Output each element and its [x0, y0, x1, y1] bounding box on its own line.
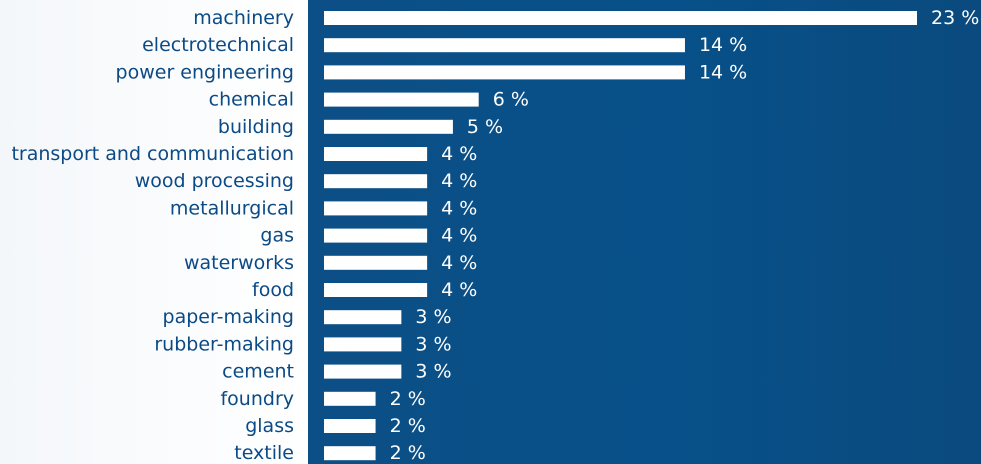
category-label: power engineering [116, 61, 294, 83]
category-label: building [218, 116, 294, 138]
bar [324, 147, 428, 161]
bar-value-label: 4 % [441, 143, 477, 165]
category-label: glass [245, 415, 294, 437]
bar [324, 228, 428, 243]
bar-value-label: 5 % [467, 116, 503, 138]
category-label: textile [234, 442, 294, 464]
bar [324, 391, 376, 406]
bar [324, 419, 376, 433]
category-label: electrotechnical [142, 34, 294, 56]
bar-value-label: 14 % [699, 61, 747, 83]
bar [324, 283, 428, 297]
category-label: waterworks [184, 252, 294, 274]
bar [324, 255, 428, 270]
bar-value-label: 4 % [441, 225, 477, 247]
category-label: foundry [220, 388, 294, 410]
bar-value-label: 23 % [931, 7, 979, 29]
bar-value-label: 3 % [415, 361, 451, 383]
bar-value-label: 4 % [441, 252, 477, 274]
bar [324, 310, 402, 325]
bar-value-label: 3 % [415, 306, 451, 328]
bar [324, 65, 685, 80]
category-label: rubber-making [154, 333, 294, 355]
category-label-panel [0, 0, 308, 464]
bar [324, 174, 428, 189]
bar [324, 11, 917, 25]
bar-value-label: 2 % [390, 415, 426, 437]
bar [324, 119, 453, 134]
category-label: wood processing [135, 170, 294, 192]
category-label: metallurgical [170, 197, 294, 219]
bar-value-label: 14 % [699, 34, 747, 56]
category-label: gas [260, 225, 294, 247]
bar [324, 446, 376, 461]
bar-value-label: 3 % [415, 333, 451, 355]
bar-value-label: 4 % [441, 170, 477, 192]
category-label: chemical [209, 89, 294, 111]
bar [324, 38, 685, 53]
bar [324, 201, 428, 216]
bar [324, 364, 402, 379]
bar [324, 92, 479, 107]
category-label: machinery [193, 7, 294, 29]
category-label: cement [222, 361, 294, 383]
bar-value-label: 2 % [390, 442, 426, 464]
bar-value-label: 2 % [390, 388, 426, 410]
category-label: transport and communication [11, 143, 294, 165]
bar [324, 337, 402, 352]
bar-value-label: 4 % [441, 197, 477, 219]
category-label: food [252, 279, 294, 301]
bar-value-label: 4 % [441, 279, 477, 301]
category-label: paper-making [163, 306, 294, 328]
bar-value-label: 6 % [493, 89, 529, 111]
